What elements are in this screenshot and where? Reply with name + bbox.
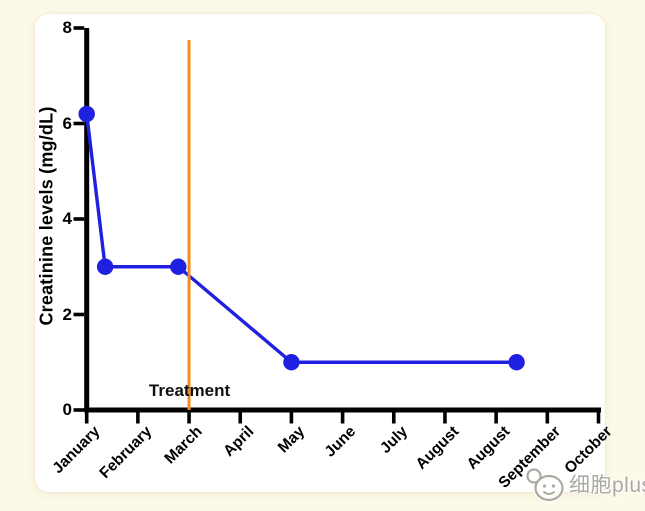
y-tick-label: 8 — [62, 18, 72, 37]
watermark-text: 细胞plus — [569, 474, 645, 497]
creatinine-line-chart — [73, 26, 601, 424]
data-point-marker — [508, 354, 525, 371]
watermark: 细胞plus — [522, 462, 645, 506]
cell-cartoon-icon — [525, 467, 565, 503]
data-point-marker — [96, 258, 114, 275]
data-point-marker — [78, 105, 95, 123]
y-tick-label: 4 — [62, 209, 72, 228]
data-point-marker — [283, 354, 300, 371]
chart-panel — [35, 14, 605, 492]
data-point-marker — [170, 258, 187, 275]
creatinine-series-line — [85, 113, 517, 364]
y-tick-label: 2 — [62, 304, 72, 324]
treatment-annotation-label: Treatment — [148, 381, 231, 400]
y-tick-label: 6 — [62, 113, 72, 133]
y-tick-label: 0 — [62, 400, 72, 419]
